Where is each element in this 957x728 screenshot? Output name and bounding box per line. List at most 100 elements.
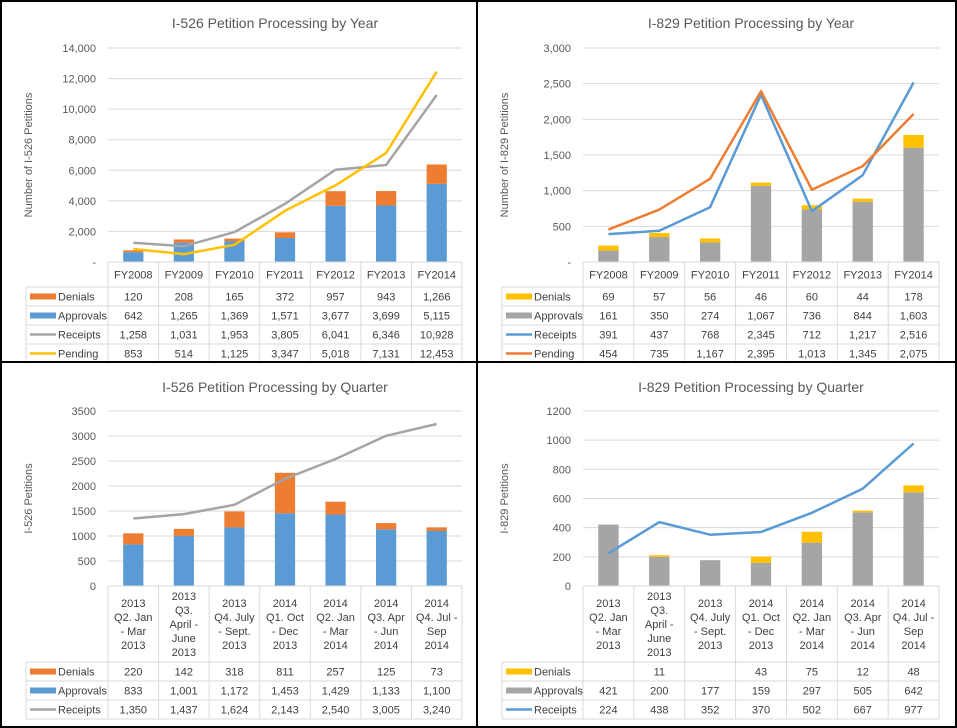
x-category-label: Q4. Jul - bbox=[416, 612, 458, 624]
x-category-label: Sep bbox=[427, 626, 447, 638]
x-category-label: April - bbox=[169, 619, 198, 631]
bar-denials bbox=[852, 510, 873, 513]
table-cell: 75 bbox=[806, 667, 818, 679]
x-category-label: FY2013 bbox=[843, 270, 882, 282]
x-category-label: Q1. Oct bbox=[266, 612, 304, 624]
bar-approvals bbox=[274, 513, 296, 586]
table-cell: 1,167 bbox=[696, 349, 724, 361]
table-cell: 2,395 bbox=[747, 349, 775, 361]
table-cell: 505 bbox=[854, 686, 872, 698]
bar-approvals bbox=[426, 531, 447, 586]
table-cell: 735 bbox=[650, 349, 668, 361]
table-cell: 3,677 bbox=[322, 311, 350, 323]
table-cell: 1,369 bbox=[221, 311, 249, 323]
table-cell: 1,125 bbox=[221, 349, 249, 361]
y-axis-label: Number of I-829 Petitions bbox=[499, 92, 511, 217]
x-category-label: Q3. Apr bbox=[844, 612, 882, 624]
table-cell: 57 bbox=[653, 292, 665, 304]
legend-label-receipts: Receipts bbox=[58, 330, 101, 342]
y-tick-label: 3,000 bbox=[543, 43, 571, 55]
table-cell: 73 bbox=[431, 667, 443, 679]
x-category-label: Sep bbox=[904, 626, 924, 638]
y-tick-label: 2000 bbox=[72, 481, 96, 493]
legend-key-approvals bbox=[30, 312, 56, 319]
x-category-label: 2013 bbox=[222, 640, 246, 652]
y-tick-label: 8,000 bbox=[68, 135, 96, 147]
x-category-label: 2013 bbox=[121, 598, 145, 610]
x-category-label: 2014 bbox=[273, 598, 297, 610]
bar-denials bbox=[801, 205, 823, 210]
y-tick-label: - bbox=[567, 257, 571, 269]
table-cell: 10,928 bbox=[420, 330, 454, 342]
table-cell: 208 bbox=[175, 292, 193, 304]
x-category-label: - Mar bbox=[323, 626, 349, 638]
x-category-label: Q4. July bbox=[214, 612, 255, 624]
x-category-label: Q4. July bbox=[690, 612, 731, 624]
bar-denials bbox=[123, 250, 144, 253]
legend-label-approvals: Approvals bbox=[58, 686, 107, 698]
bar-denials bbox=[903, 485, 924, 493]
x-category-label: FY2009 bbox=[165, 270, 204, 282]
y-tick-label: 12,000 bbox=[62, 74, 96, 86]
table-cell: 48 bbox=[907, 667, 919, 679]
x-category-label: 2014 bbox=[323, 640, 347, 652]
bar-denials bbox=[750, 182, 772, 186]
bar-denials bbox=[801, 531, 823, 543]
y-axis-label: Number of I-526 Petitions bbox=[23, 92, 35, 217]
y-tick-label: 600 bbox=[553, 494, 571, 506]
x-category-label: FY2014 bbox=[417, 270, 456, 282]
table-cell: 1,571 bbox=[271, 311, 299, 323]
x-category-label: Q3. Apr bbox=[367, 612, 405, 624]
y-tick-label: 1000 bbox=[547, 435, 571, 447]
legend-key-denials bbox=[30, 293, 56, 300]
table-cell: 3,805 bbox=[271, 330, 299, 342]
x-category-label: FY2008 bbox=[114, 270, 153, 282]
y-tick-label: 1200 bbox=[547, 406, 571, 418]
bar-approvals bbox=[750, 185, 772, 262]
table-cell: 1,350 bbox=[120, 705, 148, 717]
table-cell: 1,001 bbox=[170, 686, 198, 698]
legend-label-denials: Denials bbox=[58, 292, 95, 304]
table-cell: 1,031 bbox=[170, 330, 198, 342]
x-category-label: Q2. Jan bbox=[114, 612, 153, 624]
table-cell: 3,005 bbox=[372, 705, 400, 717]
y-axis-label: I-526 Petitions bbox=[23, 463, 35, 534]
bar-approvals bbox=[598, 524, 619, 586]
bar-denials bbox=[274, 232, 296, 238]
x-category-label: April - bbox=[645, 619, 674, 631]
bar-approvals bbox=[123, 544, 144, 586]
bar-approvals bbox=[801, 209, 823, 262]
table-cell: 844 bbox=[854, 311, 872, 323]
bar-approvals bbox=[699, 560, 721, 586]
y-tick-label: 200 bbox=[553, 552, 571, 564]
bar-approvals bbox=[598, 250, 619, 262]
x-category-label: FY2010 bbox=[215, 270, 254, 282]
chart-title: I-829 Petition Processing by Quarter bbox=[638, 379, 864, 395]
x-category-label: Q2. Jan bbox=[316, 612, 355, 624]
x-category-label: Q3. bbox=[175, 605, 193, 617]
x-category-label: 2013 bbox=[698, 598, 722, 610]
bar-denials bbox=[173, 239, 194, 243]
bar-approvals bbox=[376, 205, 397, 262]
table-cell: 454 bbox=[599, 349, 617, 361]
line-receipts bbox=[133, 94, 438, 248]
y-tick-label: 2,500 bbox=[543, 79, 571, 91]
x-category-label: Q2. Jan bbox=[589, 612, 628, 624]
table-cell: 60 bbox=[806, 292, 818, 304]
table-cell: 943 bbox=[377, 292, 395, 304]
bar-approvals bbox=[649, 556, 670, 586]
table-cell: 1,067 bbox=[747, 311, 775, 323]
table-cell: 352 bbox=[701, 705, 719, 717]
bar-approvals bbox=[274, 237, 296, 262]
table-cell: 1,133 bbox=[372, 686, 400, 698]
bar-denials bbox=[903, 134, 924, 148]
chart-panel-i526-by-quarter: I-526 Petition Processing by Quarter I-52… bbox=[0, 361, 478, 728]
table-cell: 5,018 bbox=[322, 349, 350, 361]
table-cell: 514 bbox=[175, 349, 193, 361]
x-category-label: 2013 bbox=[698, 640, 722, 652]
chart-panel-i526-by-year: I-526 Petition Processing by Year Number … bbox=[0, 0, 478, 363]
x-category-label: FY2014 bbox=[894, 270, 933, 282]
legend-label-pending: Pending bbox=[58, 349, 98, 361]
table-cell: 7,131 bbox=[372, 349, 400, 361]
x-category-label: FY2011 bbox=[742, 270, 780, 282]
